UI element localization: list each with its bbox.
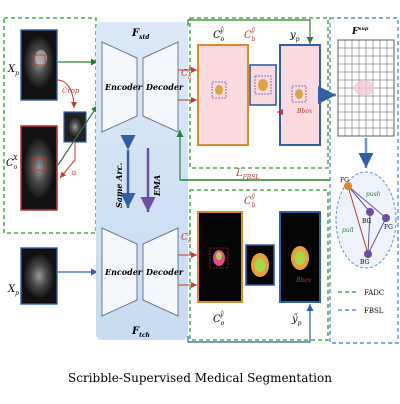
bottom-pred-left-label: Coŷ [213, 311, 225, 327]
bottom-pred-right [279, 211, 321, 303]
feature-label: Fsup [351, 26, 369, 37]
student-name: Fstd [131, 28, 150, 41]
legend-fbsl: FBSL [364, 307, 384, 315]
mri-input-top [20, 29, 58, 101]
top-loop-line [187, 19, 314, 44]
right-panel [329, 17, 399, 344]
teacher-encoder [101, 227, 138, 317]
top-pred-left-label: Coŷ [213, 27, 225, 43]
arrow-mid-input [57, 104, 99, 166]
paste-symbol: ⊙ [71, 169, 77, 177]
graph-bg1: BG [362, 218, 372, 225]
graph-diagram [335, 171, 397, 269]
mri-input-mid [20, 125, 58, 211]
caption: Scribble-Supervised Medical Segmentation [68, 371, 332, 385]
top-pred-mid [249, 64, 277, 106]
paste-arrow [59, 142, 76, 179]
top-pred-right-label: yp [289, 30, 300, 43]
graph-bg2: BG [360, 259, 370, 266]
teacher-decoder-label: Decoder [145, 267, 184, 277]
top-pred-mid-label: Cbŷ [244, 27, 256, 43]
legend-fadc: FADC [364, 289, 384, 297]
input-top-label: Xp [7, 64, 19, 77]
bottom-fbsl-panel [189, 189, 329, 341]
top-bbox-label: Bbox [296, 108, 313, 115]
input-bottom-label: Xp [7, 284, 19, 297]
bottom-pred-mid [245, 244, 275, 286]
input-mid-label: CoX [6, 155, 18, 171]
student-decoder-label: Decoder [145, 82, 184, 92]
student-encoder-label: Encoder [104, 82, 143, 92]
crop-arrow [56, 79, 77, 109]
graph-fg2: FG [384, 224, 393, 231]
bottom-pred-top-label: Cbŷ [244, 193, 256, 209]
graph-push: push [366, 191, 381, 198]
top-pred-left [197, 44, 249, 146]
student-network [101, 41, 179, 133]
mri-input-bottom [20, 247, 58, 305]
teacher-name: Ftch [131, 326, 150, 339]
bottom-loop-line [187, 304, 314, 343]
teacher-encoder-label: Encoder [104, 267, 143, 277]
top-pred-right [279, 44, 321, 146]
same-arch-label: Same Arc. [114, 162, 124, 208]
bottom-side-label: Cbŷ [181, 230, 191, 245]
teacher-network [101, 227, 179, 317]
ema-label: EMA [152, 175, 162, 197]
feature-grid [337, 39, 395, 137]
legend [338, 291, 358, 311]
graph-fg1: FG [340, 177, 349, 184]
graph-pull: pull [342, 227, 354, 234]
bottom-pred-left [197, 211, 243, 303]
bottom-bbox-label: Bbox [295, 277, 312, 284]
bottom-pred-right-label: ŷp [291, 314, 302, 327]
teacher-decoder [142, 227, 179, 317]
fbsl-loss-label: LFBSL [235, 168, 259, 181]
student-encoder [101, 41, 138, 133]
